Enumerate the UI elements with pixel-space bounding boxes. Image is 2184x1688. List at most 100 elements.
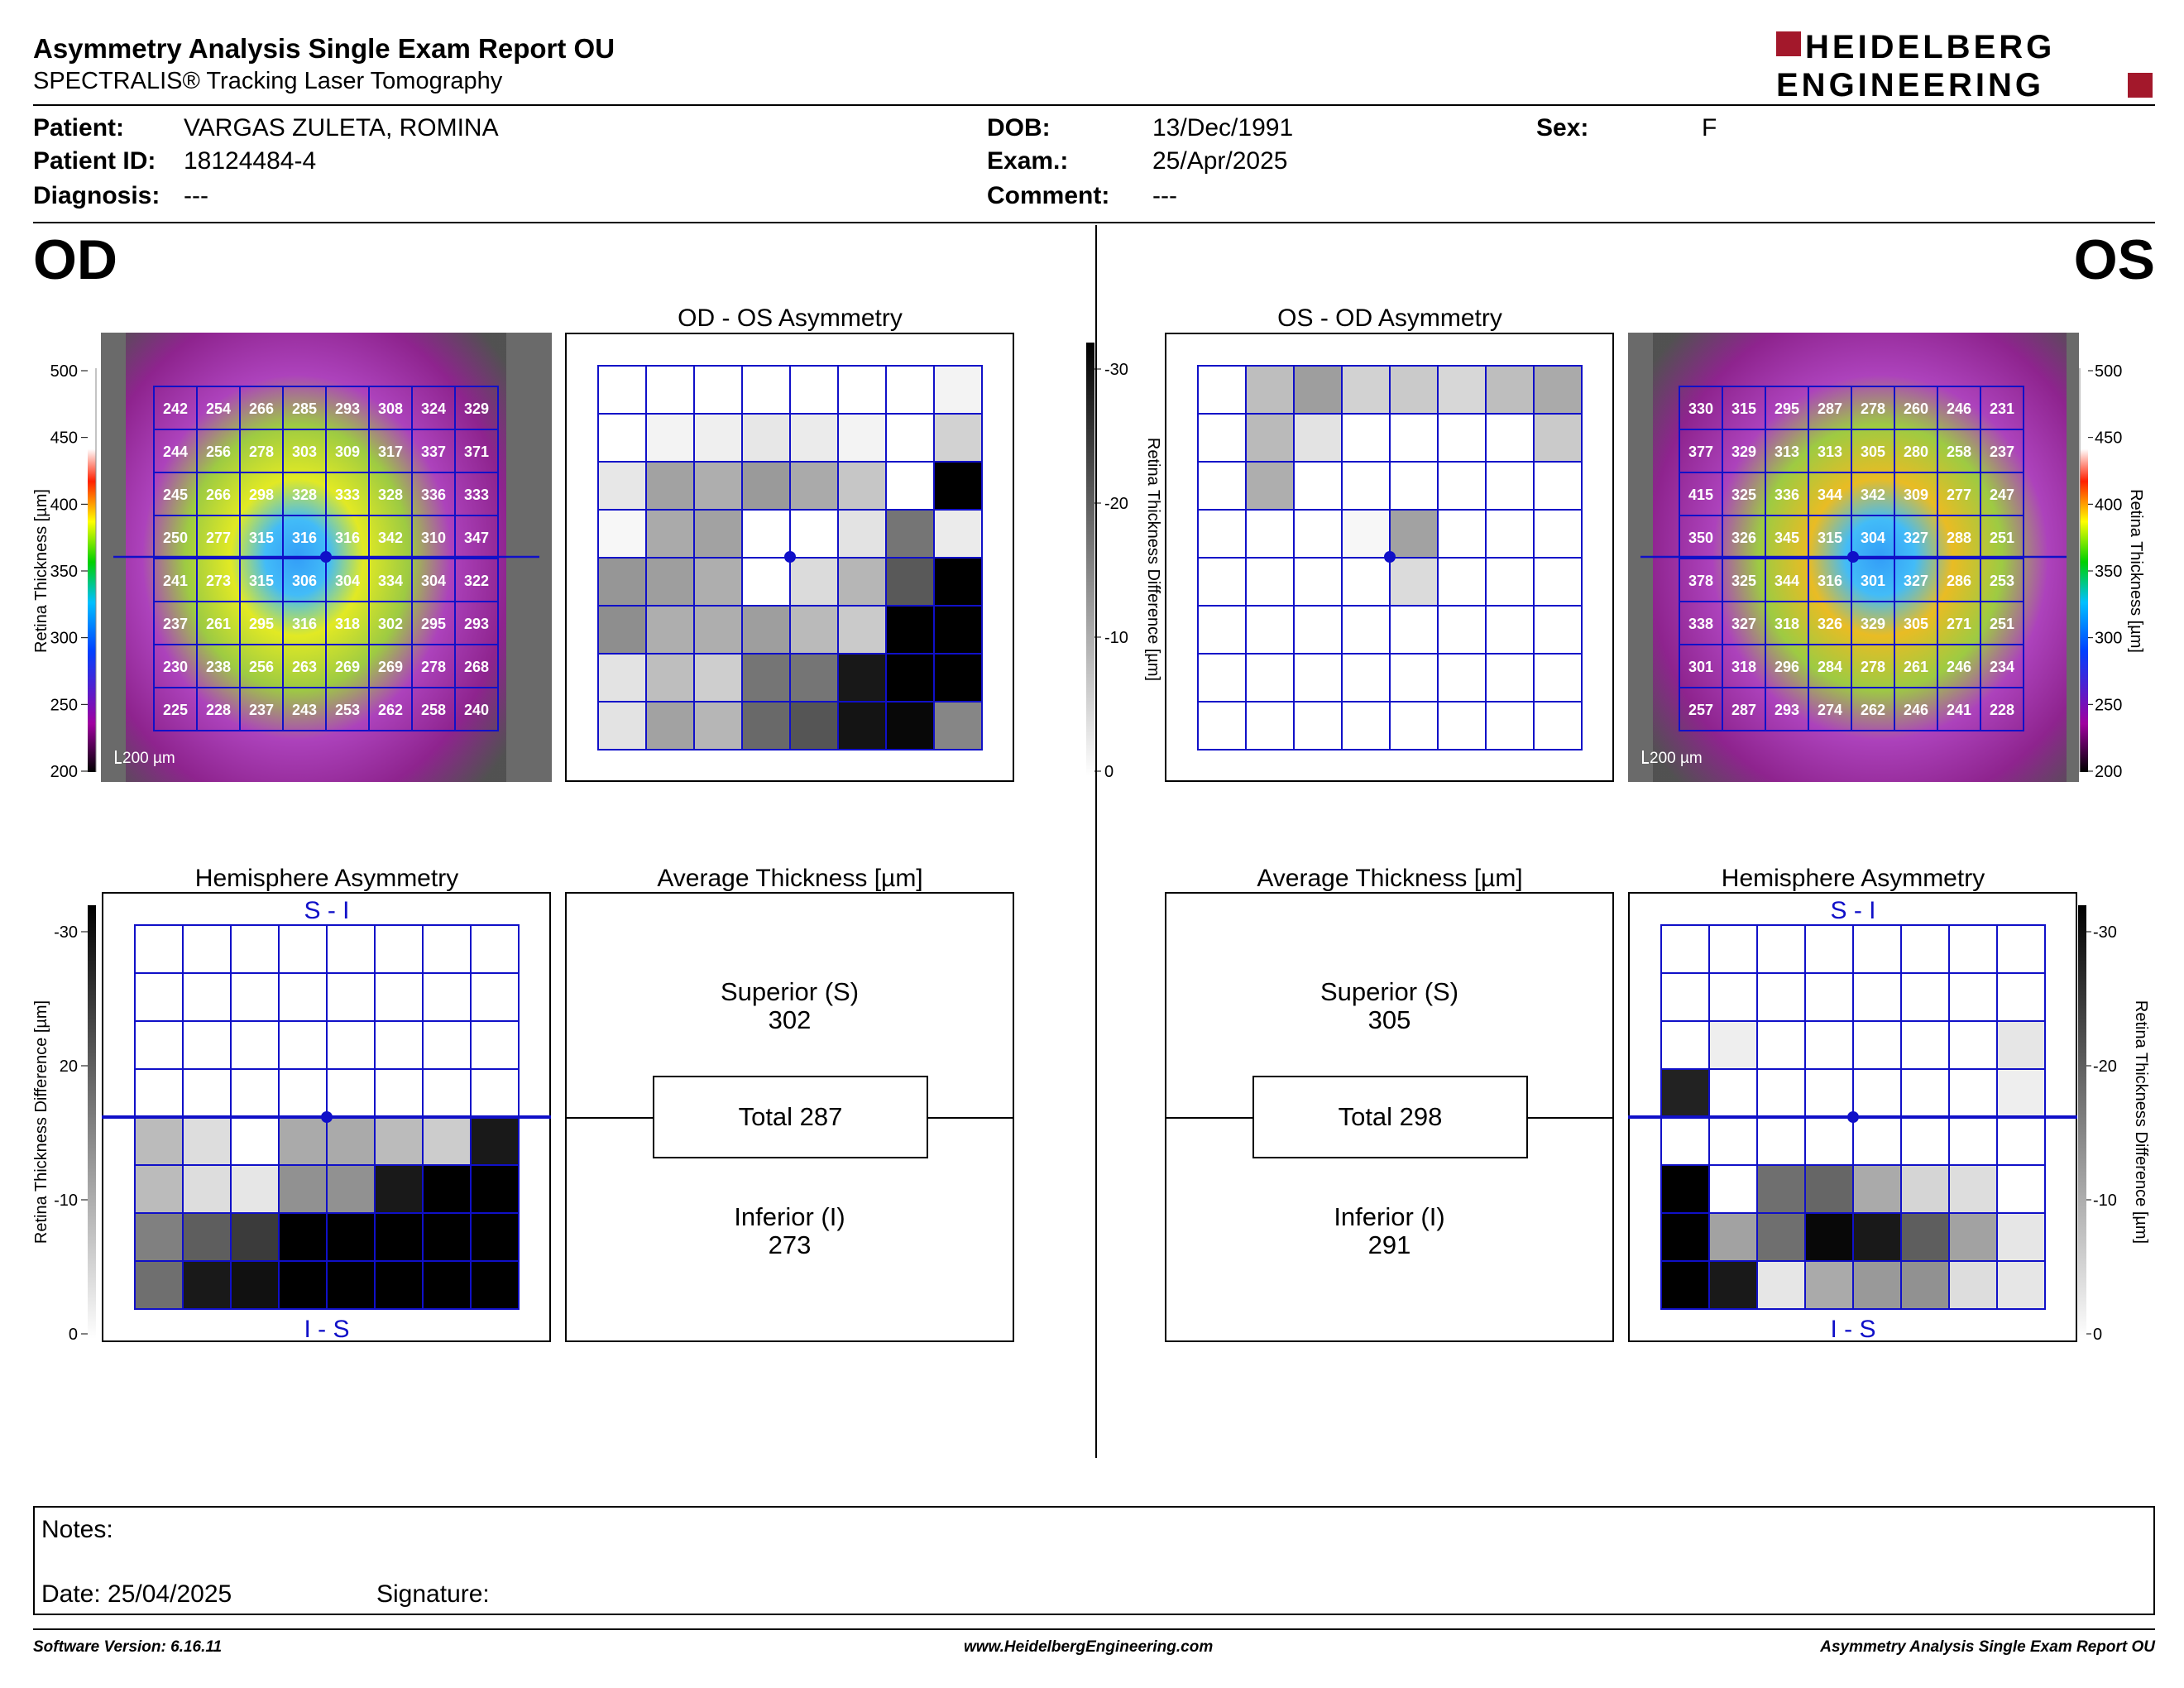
od-scale-bar: 200 µm — [122, 750, 175, 767]
os-asym-cell — [1437, 509, 1487, 559]
od-asym-cell — [597, 413, 647, 463]
os-asym-cell — [1389, 365, 1439, 415]
os-hemi-cell — [1852, 924, 1902, 974]
od-hemi-cell — [230, 924, 280, 974]
od-hemi-cell — [278, 1068, 328, 1118]
os-thickness-value: 315 — [1731, 400, 1756, 417]
od-asym-cell — [693, 461, 743, 511]
od-thickness-value: 266 — [249, 400, 274, 417]
od-hemi-cell — [230, 1020, 280, 1070]
od-hemi-cell — [182, 1116, 232, 1166]
os-thickness-scale-tick: 250 — [2095, 696, 2122, 714]
os-total: Total 298 — [1338, 1102, 1443, 1131]
od-thickness-value: 230 — [163, 659, 188, 675]
od-thickness-value: 228 — [206, 702, 231, 718]
od-asym-cell — [837, 509, 887, 559]
os-thickness-value: 377 — [1688, 444, 1713, 460]
od-asym-cell — [645, 461, 695, 511]
od-hemi-cell — [470, 1020, 520, 1070]
od-asym-cell — [597, 605, 647, 655]
os-thickness-value: 301 — [1688, 659, 1713, 675]
os-hemi-cell — [1804, 972, 1854, 1022]
os-hemi-cell — [1804, 1068, 1854, 1118]
od-avg-title: Average Thickness [µm] — [657, 865, 923, 892]
od-thickness-value: 237 — [249, 702, 274, 718]
od-thickness-value: 336 — [421, 487, 446, 503]
os-hemi-cell — [1756, 1260, 1806, 1310]
os-thickness-value: 288 — [1947, 530, 1971, 546]
od-thickness-value: 303 — [292, 444, 317, 460]
od-thickness-value: 371 — [464, 444, 489, 460]
os-asym-cell — [1533, 413, 1583, 463]
od-hemi-cell — [374, 924, 424, 974]
os-hemi-cell — [1660, 972, 1710, 1022]
os-hemi-cell — [1804, 1164, 1854, 1214]
od-asym-cell — [933, 509, 983, 559]
os-hemi-cell — [1996, 1020, 2046, 1070]
os-thickness-scale-tick: 300 — [2095, 630, 2122, 648]
os-thickness-value: 231 — [1990, 400, 2014, 417]
od-thickness-value: 293 — [464, 616, 489, 632]
os-hemi-cell — [1660, 1260, 1710, 1310]
os-hemi-cell — [1996, 972, 2046, 1022]
os-asym-cell — [1197, 701, 1247, 750]
logo-line2: ENGINEERING — [1776, 67, 2044, 103]
os-hemi-cell — [1948, 1116, 1998, 1166]
od-asym-cell — [597, 557, 647, 607]
os-hemi-scale-tick: -10 — [2093, 1192, 2117, 1210]
os-thickness-scale-tick: 350 — [2095, 563, 2122, 581]
od-hemi-cell — [470, 924, 520, 974]
od-thickness-value: 309 — [335, 444, 360, 460]
od-hemi-cell — [470, 1164, 520, 1214]
diagnosis-label: Diagnosis: — [33, 182, 160, 209]
od-thickness-value: 316 — [292, 530, 317, 546]
os-total-box: Total 298 — [1252, 1076, 1528, 1158]
os-hemi-cell — [1804, 1116, 1854, 1166]
od-hemi-scale-tick: 20 — [60, 1057, 78, 1076]
os-hemi-cell — [1852, 1212, 1902, 1262]
od-hemi-cell — [230, 1212, 280, 1262]
os-asym-cell — [1293, 653, 1343, 703]
os-thickness-value: 253 — [1990, 573, 2014, 589]
od-asym-cell — [693, 605, 743, 655]
od-asym-cell — [885, 509, 935, 559]
os-thickness-value: 316 — [1818, 573, 1842, 589]
os-asym-cell — [1197, 653, 1247, 703]
od-hemi-cell — [182, 1020, 232, 1070]
os-inferior-label: Inferior (I) — [1334, 1202, 1445, 1231]
os-asym-cell — [1533, 653, 1583, 703]
od-total: Total 287 — [738, 1102, 843, 1131]
os-thickness-value: 327 — [1904, 573, 1928, 589]
exam-value: 25/Apr/2025 — [1152, 147, 1288, 175]
od-thickness-value: 316 — [335, 530, 360, 546]
od-hemi-cell — [422, 1068, 472, 1118]
od-thickness-value: 304 — [421, 573, 446, 589]
od-thickness-value: 225 — [163, 702, 188, 718]
od-thickness-value: 328 — [292, 487, 317, 503]
od-thickness-value: 269 — [378, 659, 403, 675]
od-thickness-value: 258 — [421, 702, 446, 718]
os-hemi-cell — [1948, 924, 1998, 974]
od-hemi-cell — [230, 972, 280, 1022]
od-asym-cell — [693, 701, 743, 750]
os-avg-title: Average Thickness [µm] — [1257, 865, 1523, 892]
od-asym-cell — [645, 701, 695, 750]
os-eye-label: OS — [2073, 228, 2155, 291]
sex-label: Sex: — [1536, 114, 1589, 141]
od-hemi-cell — [422, 1020, 472, 1070]
os-asym-cell — [1485, 605, 1535, 655]
os-hemi-cell — [1900, 1020, 1950, 1070]
os-thickness-value: 325 — [1731, 573, 1756, 589]
os-thickness-value: 241 — [1947, 702, 1971, 718]
os-hemi-cell — [1948, 1212, 1998, 1262]
os-asym-cell — [1389, 653, 1439, 703]
os-asym-cell — [1389, 557, 1439, 607]
od-hemi-cell — [374, 1020, 424, 1070]
od-thickness-value: 293 — [335, 400, 360, 417]
od-hemi-cell — [326, 924, 376, 974]
od-hemi-cell — [422, 1116, 472, 1166]
os-thickness-value: 350 — [1688, 530, 1713, 546]
dob-value: 13/Dec/1991 — [1152, 114, 1294, 141]
od-hemi-cell — [230, 1116, 280, 1166]
footer-report-name: Asymmetry Analysis Single Exam Report OU — [1820, 1638, 2155, 1656]
